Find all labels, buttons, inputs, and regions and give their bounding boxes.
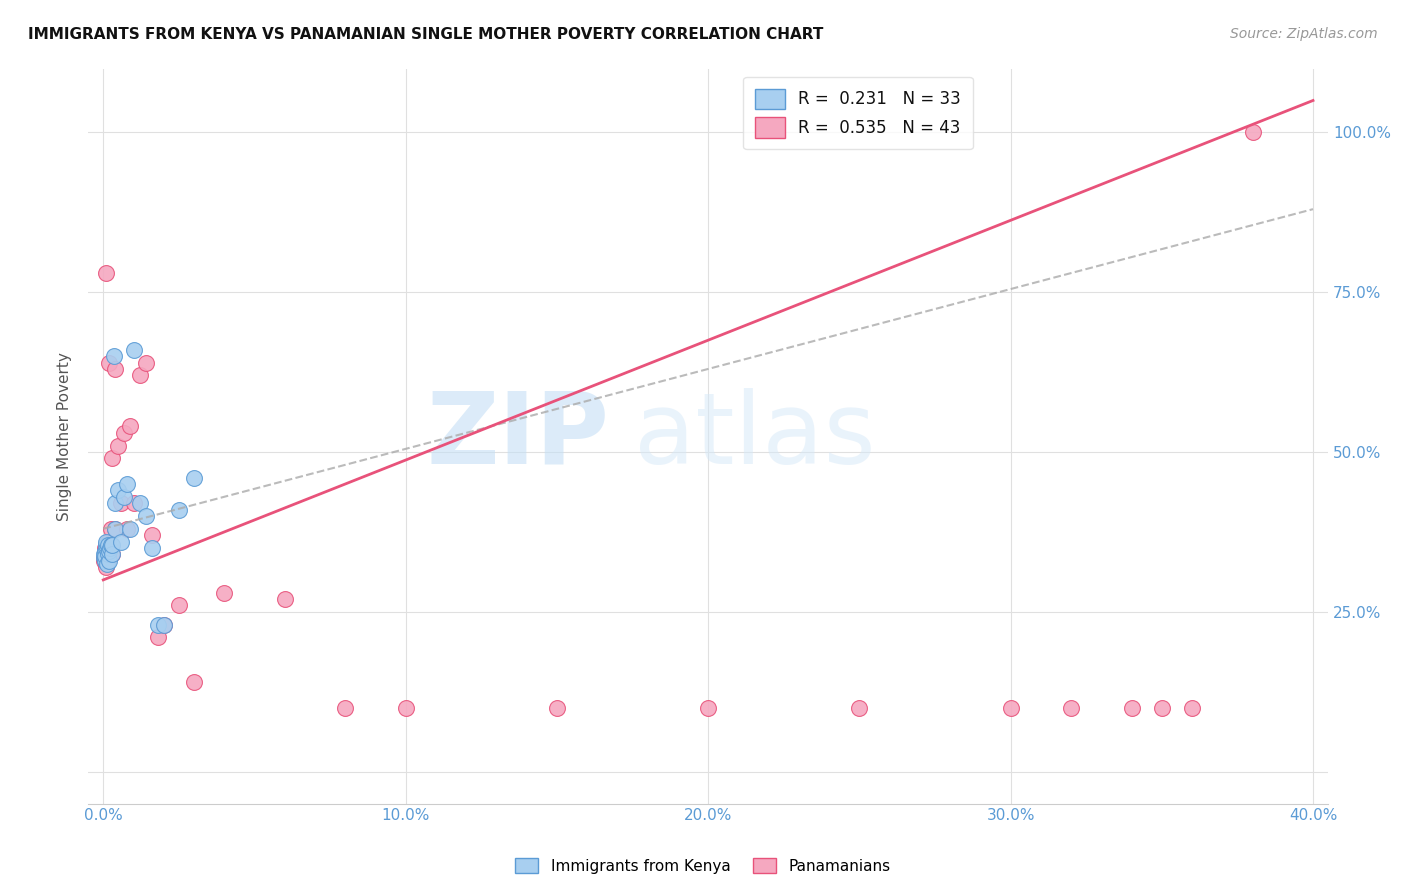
Point bbox=[93, 550, 115, 565]
Point bbox=[94, 538, 117, 552]
Text: ZIP: ZIP bbox=[426, 387, 609, 484]
Point bbox=[101, 538, 124, 552]
Point bbox=[98, 541, 121, 555]
Point bbox=[114, 425, 136, 440]
Point bbox=[146, 617, 169, 632]
Point bbox=[97, 534, 120, 549]
Point bbox=[1121, 700, 1143, 714]
Point bbox=[101, 451, 124, 466]
Point bbox=[94, 549, 117, 563]
Point bbox=[697, 700, 720, 714]
Point bbox=[96, 534, 118, 549]
Point bbox=[98, 550, 121, 565]
Point bbox=[167, 502, 190, 516]
Point bbox=[335, 700, 357, 714]
Point bbox=[114, 490, 136, 504]
Point bbox=[93, 550, 115, 565]
Point bbox=[848, 700, 870, 714]
Point bbox=[104, 496, 127, 510]
Y-axis label: Single Mother Poverty: Single Mother Poverty bbox=[58, 351, 72, 521]
Point bbox=[94, 541, 117, 555]
Legend: R =  0.231   N = 33, R =  0.535   N = 43: R = 0.231 N = 33, R = 0.535 N = 43 bbox=[744, 77, 973, 149]
Point bbox=[101, 547, 124, 561]
Point bbox=[152, 617, 174, 632]
Point bbox=[98, 554, 121, 568]
Point bbox=[94, 544, 117, 558]
Point bbox=[546, 700, 568, 714]
Point bbox=[141, 528, 163, 542]
Text: IMMIGRANTS FROM KENYA VS PANAMANIAN SINGLE MOTHER POVERTY CORRELATION CHART: IMMIGRANTS FROM KENYA VS PANAMANIAN SING… bbox=[28, 27, 824, 42]
Point bbox=[101, 547, 124, 561]
Point bbox=[96, 266, 118, 280]
Point bbox=[120, 522, 142, 536]
Point bbox=[94, 547, 117, 561]
Point bbox=[100, 538, 122, 552]
Point bbox=[94, 544, 117, 558]
Point bbox=[122, 496, 145, 510]
Point bbox=[135, 508, 157, 523]
Point bbox=[94, 538, 117, 552]
Point bbox=[100, 522, 122, 536]
Point bbox=[1241, 125, 1264, 139]
Point bbox=[117, 522, 139, 536]
Point bbox=[1000, 700, 1022, 714]
Point bbox=[183, 470, 205, 484]
Point bbox=[128, 368, 150, 383]
Point bbox=[107, 439, 129, 453]
Point bbox=[107, 483, 129, 498]
Point bbox=[96, 557, 118, 571]
Point bbox=[128, 496, 150, 510]
Point bbox=[104, 522, 127, 536]
Point bbox=[274, 592, 297, 607]
Point bbox=[97, 538, 120, 552]
Text: Source: ZipAtlas.com: Source: ZipAtlas.com bbox=[1230, 27, 1378, 41]
Point bbox=[96, 547, 118, 561]
Legend: Immigrants from Kenya, Panamanians: Immigrants from Kenya, Panamanians bbox=[509, 852, 897, 880]
Point bbox=[96, 547, 118, 561]
Point bbox=[93, 547, 115, 561]
Point bbox=[98, 355, 121, 369]
Point bbox=[103, 349, 125, 363]
Point bbox=[1150, 700, 1173, 714]
Point bbox=[135, 355, 157, 369]
Point bbox=[1060, 700, 1083, 714]
Point bbox=[110, 496, 132, 510]
Point bbox=[96, 560, 118, 574]
Point bbox=[94, 554, 117, 568]
Point bbox=[104, 362, 127, 376]
Point bbox=[110, 534, 132, 549]
Point bbox=[146, 631, 169, 645]
Point bbox=[152, 617, 174, 632]
Point bbox=[141, 541, 163, 555]
Point bbox=[94, 541, 117, 555]
Point bbox=[120, 419, 142, 434]
Point bbox=[104, 522, 127, 536]
Point bbox=[98, 544, 121, 558]
Point bbox=[93, 554, 115, 568]
Text: atlas: atlas bbox=[634, 387, 876, 484]
Point bbox=[395, 700, 418, 714]
Point bbox=[212, 585, 235, 599]
Point bbox=[122, 343, 145, 357]
Point bbox=[1181, 700, 1204, 714]
Point bbox=[167, 599, 190, 613]
Point bbox=[117, 477, 139, 491]
Point bbox=[183, 675, 205, 690]
